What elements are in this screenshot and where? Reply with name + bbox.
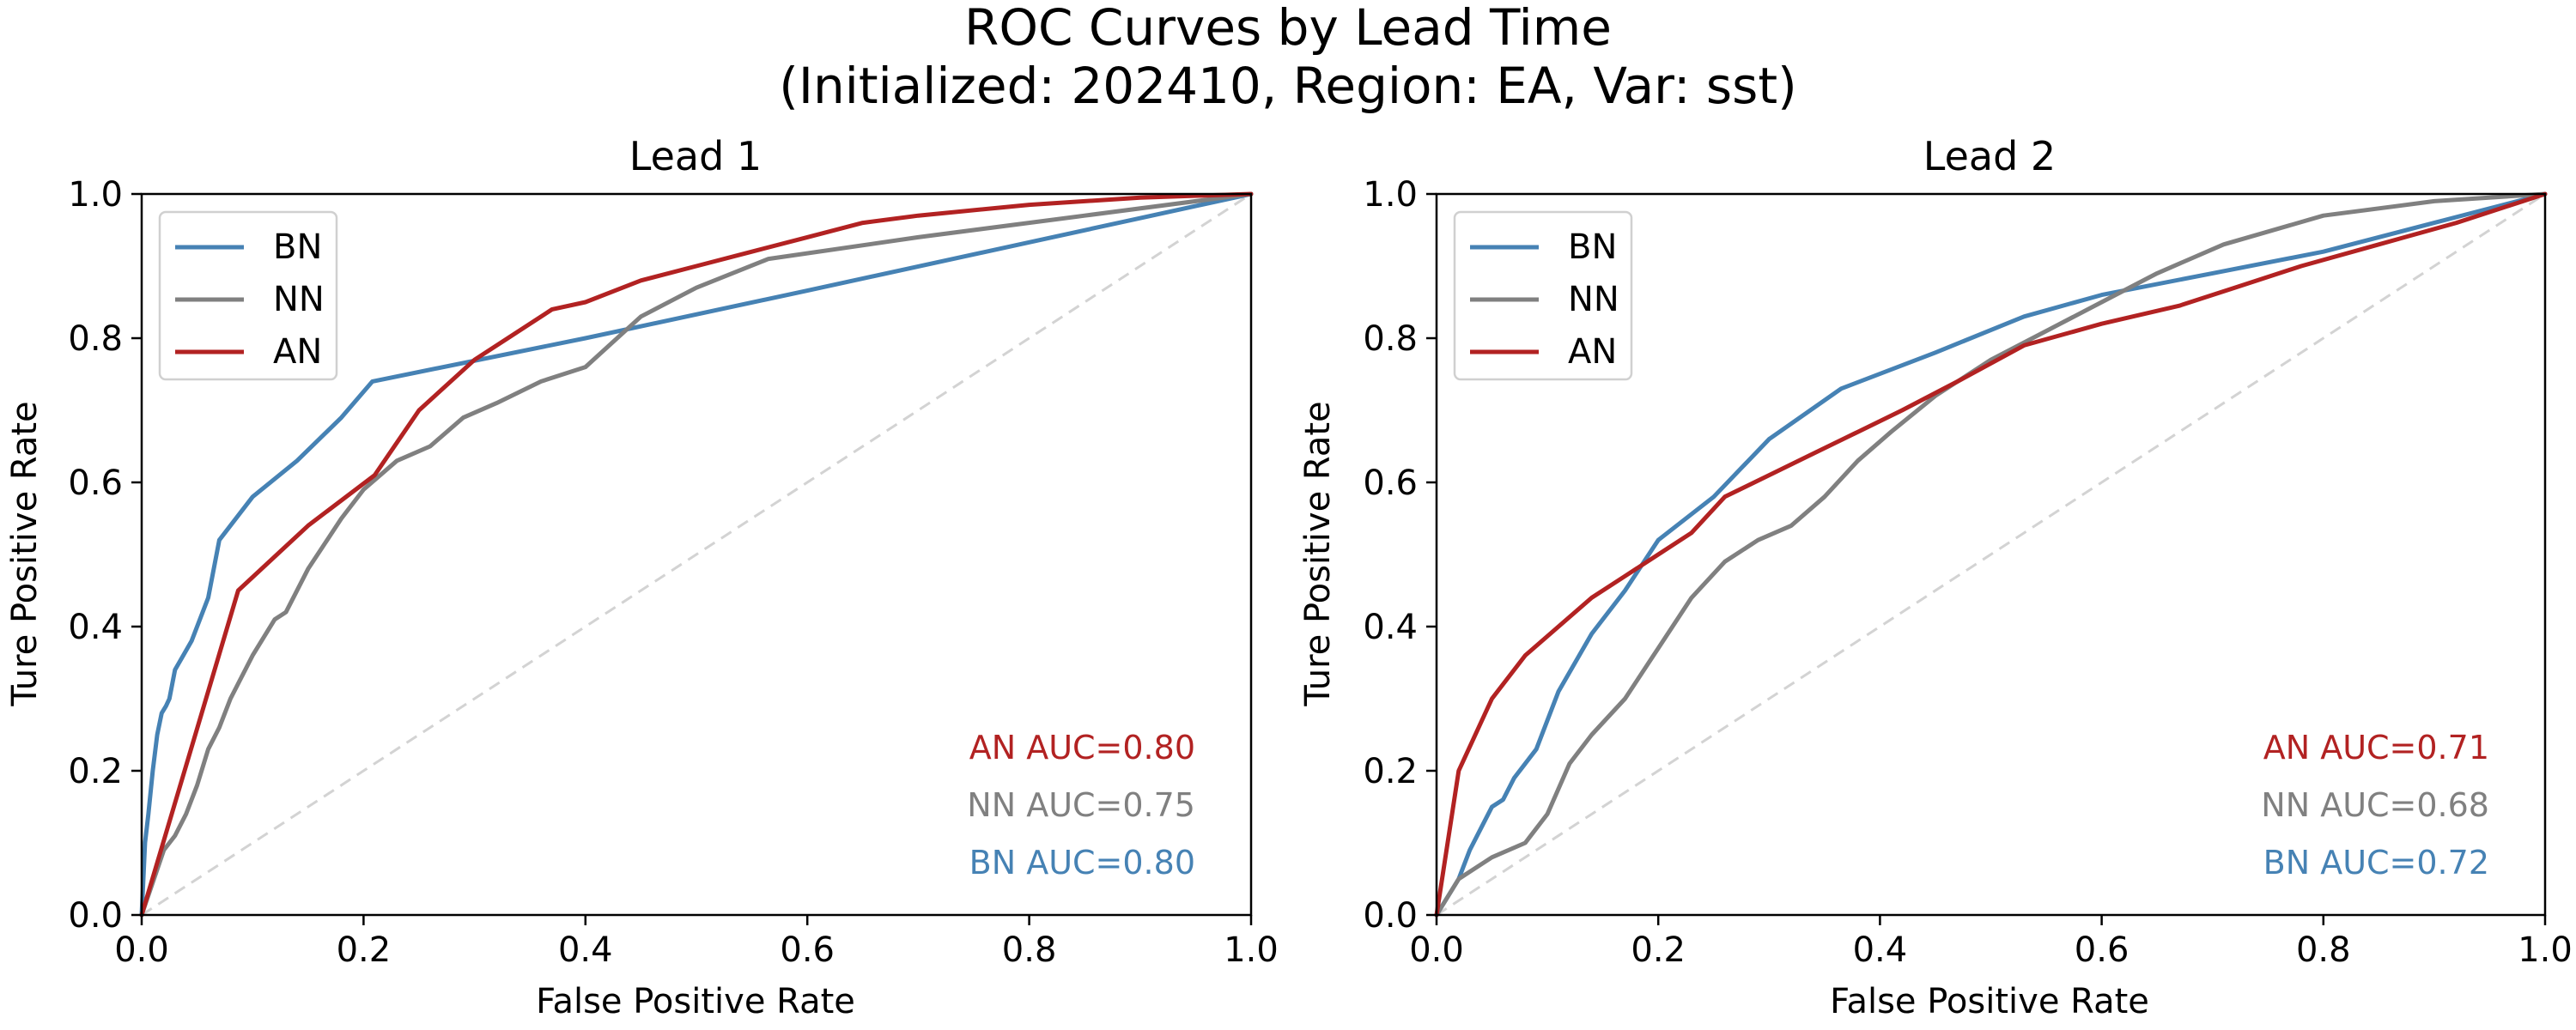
x-tick-label: 0.8 [1002, 930, 1057, 970]
axes-frame [140, 192, 1253, 917]
y-tick-label: 0.2 [68, 752, 123, 791]
series-line-an [139, 191, 1254, 918]
legend-label-nn: NN [1568, 280, 1619, 319]
x-tick-label: 0.0 [114, 930, 169, 970]
y-tick-label: 0.6 [1363, 464, 1418, 503]
y-tick-label: 0.6 [68, 464, 123, 503]
panel-lead-1: Lead 1 False Positive Rate Ture Positive… [5, 133, 1279, 1021]
y-tick-label: 0.4 [1363, 608, 1418, 647]
x-tick-label: 0.8 [2296, 930, 2351, 970]
legend-frame [1453, 210, 1633, 381]
legend-frame [158, 210, 338, 381]
x-tick-label: 0.2 [337, 930, 392, 970]
figure-title-line2: (Initialized: 202410, Region: EA, Var: s… [779, 57, 1797, 115]
x-tick-label: 1.0 [2518, 930, 2573, 970]
x-tick-label: 0.0 [1409, 930, 1464, 970]
auc-annotation: AN AUC=0.71 [2263, 729, 2489, 766]
figure-title-line1: ROC Curves by Lead Time [964, 0, 1612, 57]
panel-title: Lead 1 [629, 133, 762, 179]
legend-label-bn: BN [273, 227, 322, 267]
y-tick-label: 0.8 [68, 319, 123, 359]
series-line-an [1434, 191, 2548, 918]
y-axis-label: Ture Positive Rate [1298, 401, 1338, 706]
axes-frame [1435, 192, 2547, 917]
legend-label-nn: NN [273, 280, 325, 319]
auc-annotation: NN AUC=0.68 [2261, 786, 2489, 824]
legend-label-an: AN [1568, 332, 1617, 372]
series-line-bn [139, 191, 1254, 918]
legend-label-bn: BN [1568, 227, 1617, 267]
x-tick-label: 0.2 [1631, 930, 1686, 970]
y-tick-label: 1.0 [68, 175, 123, 215]
plot-area: 0.0 0.2 0.4 0.6 0.8 1.0 0.0 0.2 0.4 0.6 0.8 1.0 BN NN… [68, 175, 1278, 970]
diagonal-reference-line [141, 192, 1252, 917]
legend: BN NN AN [1453, 210, 1633, 381]
x-tick-label: 0.4 [558, 930, 613, 970]
plot-area: 0.0 0.2 0.4 0.6 0.8 1.0 0.0 0.2 0.4 0.6 0.8 1.0 BN NN… [1363, 175, 2572, 970]
x-axis-label: False Positive Rate [536, 982, 855, 1021]
legend: BN NN AN [158, 210, 338, 381]
y-tick-label: 1.0 [1363, 175, 1418, 215]
y-tick-label: 0.8 [1363, 319, 1418, 359]
x-axis-label: False Positive Rate [1830, 982, 2149, 1021]
x-tick-label: 0.4 [1853, 930, 1908, 970]
auc-annotation: AN AUC=0.80 [969, 729, 1195, 766]
y-tick-label: 0.0 [68, 896, 123, 936]
x-tick-label: 0.6 [780, 930, 835, 970]
y-tick-label: 0.2 [1363, 752, 1418, 791]
panel-title: Lead 2 [1923, 133, 2056, 179]
series-line-nn [1434, 191, 2548, 918]
y-tick-label: 0.0 [1363, 896, 1418, 936]
y-axis-label: Ture Positive Rate [5, 401, 45, 706]
y-tick-label: 0.4 [68, 608, 123, 647]
x-tick-label: 0.6 [2075, 930, 2129, 970]
auc-annotation: NN AUC=0.75 [967, 786, 1195, 824]
legend-label-an: AN [273, 332, 322, 372]
auc-annotation: BN AUC=0.72 [2263, 844, 2489, 882]
series-line-nn [139, 191, 1254, 918]
diagonal-reference-line [1436, 192, 2546, 917]
auc-annotation: BN AUC=0.80 [969, 844, 1195, 882]
panel-lead-2: Lead 2 False Positive Rate Ture Positive… [1298, 133, 2573, 1021]
x-tick-label: 1.0 [1224, 930, 1279, 970]
